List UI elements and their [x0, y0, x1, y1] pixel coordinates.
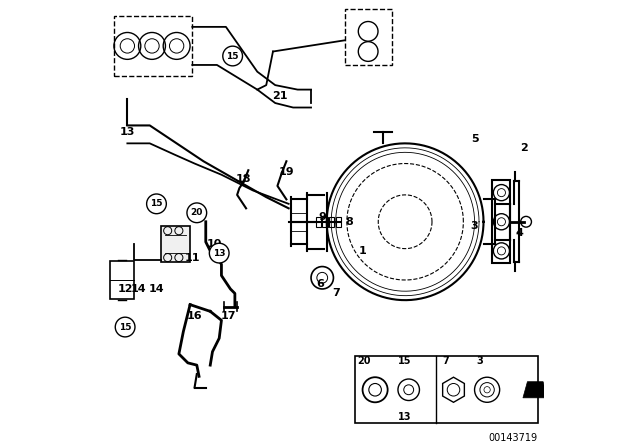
Bar: [493, 181, 511, 263]
Text: 15: 15: [227, 52, 239, 60]
Circle shape: [209, 243, 229, 263]
Text: 14: 14: [131, 284, 147, 294]
Polygon shape: [443, 377, 465, 402]
Bar: [355, 356, 538, 423]
Text: 4: 4: [515, 228, 524, 238]
Text: 7: 7: [442, 356, 449, 366]
Text: 6: 6: [316, 280, 324, 289]
Text: 00143719: 00143719: [488, 433, 538, 443]
Text: 20: 20: [357, 356, 371, 366]
Text: 15: 15: [150, 199, 163, 208]
Bar: [323, 217, 328, 227]
Bar: [110, 261, 134, 299]
Text: 15: 15: [119, 323, 131, 332]
Bar: [114, 16, 192, 76]
Text: 7: 7: [332, 289, 340, 298]
Text: 17: 17: [220, 311, 236, 321]
Text: 18: 18: [236, 174, 252, 184]
Text: 1: 1: [358, 246, 367, 256]
Text: 21: 21: [272, 91, 287, 101]
Bar: [316, 217, 321, 227]
Text: 5: 5: [471, 134, 478, 144]
Circle shape: [223, 46, 243, 66]
Text: 12: 12: [117, 284, 133, 294]
Text: 11: 11: [184, 253, 200, 263]
Text: 14: 14: [148, 284, 164, 294]
Text: 13: 13: [120, 127, 135, 137]
Bar: [329, 217, 334, 227]
Text: 20: 20: [191, 208, 203, 217]
Text: 3: 3: [471, 221, 478, 231]
Circle shape: [115, 317, 135, 337]
Text: 9: 9: [318, 212, 326, 222]
Text: 3: 3: [476, 356, 483, 366]
Circle shape: [147, 194, 166, 214]
Text: 13: 13: [213, 249, 225, 258]
Circle shape: [311, 267, 333, 289]
Text: 15: 15: [397, 356, 411, 366]
Text: 8: 8: [345, 217, 353, 227]
Polygon shape: [523, 382, 548, 398]
Bar: [336, 217, 341, 227]
Circle shape: [187, 203, 207, 223]
Text: 19: 19: [278, 168, 294, 177]
Text: 10: 10: [207, 239, 223, 249]
Text: 13: 13: [397, 412, 411, 422]
Text: 2: 2: [520, 143, 528, 153]
Text: 16: 16: [187, 311, 202, 321]
Bar: [345, 9, 392, 65]
Bar: [161, 226, 190, 262]
